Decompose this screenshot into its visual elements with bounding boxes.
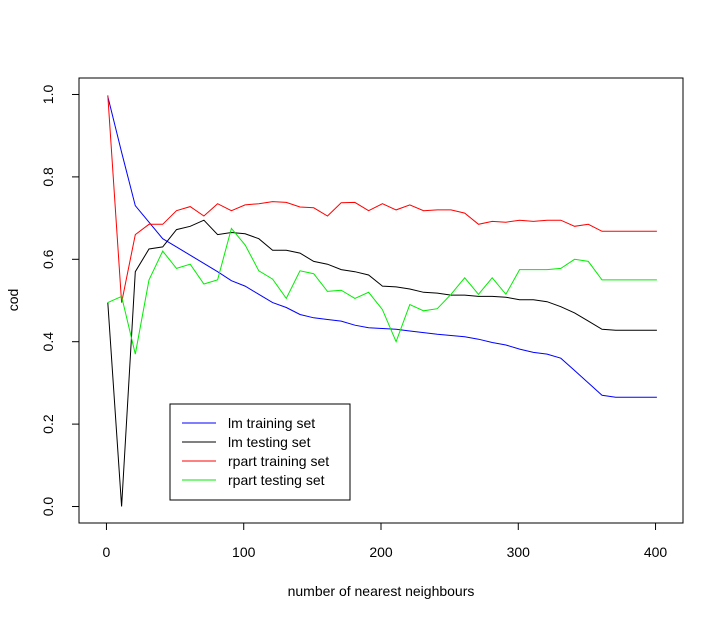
y-tick-label: 0.8 — [40, 167, 56, 187]
y-tick-label: 0.6 — [40, 249, 56, 269]
legend-label-2: lm testing set — [228, 434, 311, 450]
x-tick-label: 0 — [103, 544, 111, 560]
x-tick-label: 200 — [369, 544, 393, 560]
series-line-2 — [107, 219, 657, 507]
legend: lm training set lm testing set rpart train… — [169, 403, 351, 501]
legend-label-3: rpart training set — [228, 453, 329, 469]
x-tick-label: 400 — [644, 544, 668, 560]
legend-box — [169, 403, 351, 501]
y-axis: 0.0 0.2 0.4 0.6 0.8 1.0 — [40, 85, 80, 517]
y-tick-label: 1.0 — [40, 85, 56, 105]
x-tick-label: 100 — [232, 544, 256, 560]
x-axis: 0 100 200 300 400 — [103, 522, 668, 560]
y-tick-label: 0.2 — [40, 414, 56, 434]
y-tick-label: 0.4 — [40, 332, 56, 352]
series-line-3 — [107, 95, 657, 303]
legend-label-4: rpart testing set — [228, 472, 325, 488]
x-tick-label: 300 — [507, 544, 531, 560]
x-axis-label: number of nearest neighbours — [288, 583, 475, 599]
y-tick-label: 0.0 — [40, 497, 56, 517]
series-line-4 — [107, 227, 657, 355]
legend-label-1: lm training set — [228, 415, 315, 431]
series-layer — [107, 95, 657, 507]
series-line-1 — [107, 96, 657, 398]
y-axis-label: cod — [5, 289, 21, 312]
